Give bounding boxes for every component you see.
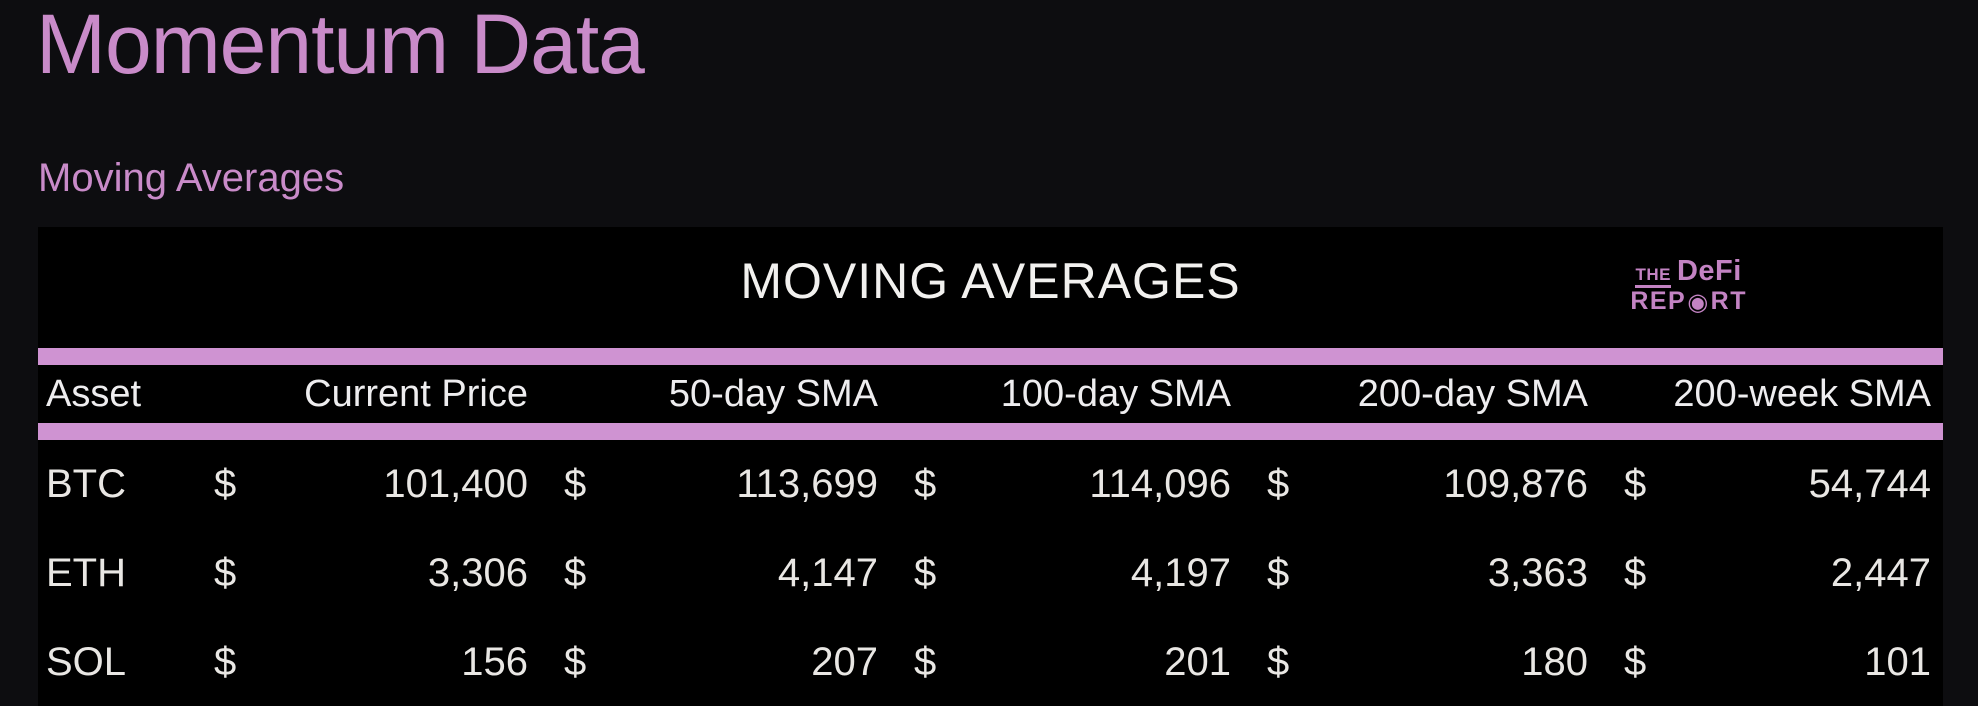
header-100day-sma: 100-day SMA [1000,372,1231,415]
divider-bar-bottom [38,423,1943,440]
logo-the-text: THE [1635,266,1671,288]
eth-50day-sma-cell: $ 4,147 [540,551,890,596]
asset-label: ETH [46,551,126,595]
table-title-band: MOVING AVERAGES THE DeFi REP ◉ RT [38,227,1943,348]
currency-symbol: $ [914,551,937,595]
logo-report-post: RT [1710,287,1747,315]
logo-report-text: REP ◉ RT [1630,289,1747,314]
currency-symbol: $ [214,640,237,684]
cell-value: 156 [461,640,528,684]
currency-symbol: $ [914,462,937,506]
eth-200week-sma-cell: $ 2,447 [1600,551,1943,596]
cell-value: 3,306 [427,551,528,595]
currency-symbol: $ [914,640,937,684]
target-icon: ◉ [1687,287,1710,316]
currency-symbol: $ [1624,462,1647,506]
divider-bar-top [38,348,1943,365]
currency-symbol: $ [1267,551,1290,595]
btc-current-price-cell: $ 101,400 [190,462,540,507]
btc-100day-sma-cell: $ 114,096 [890,462,1243,507]
btc-200week-sma-cell: $ 54,744 [1600,462,1943,507]
currency-symbol: $ [564,551,587,595]
currency-symbol: $ [214,551,237,595]
asset-label: BTC [46,462,126,506]
header-current-price: Current Price [304,372,528,415]
currency-symbol: $ [1624,551,1647,595]
cell-value: 54,744 [1808,462,1931,506]
defi-report-logo: THE DeFi REP ◉ RT [1630,257,1747,314]
sol-50day-sma-cell: $ 207 [540,640,890,685]
currency-symbol: $ [564,462,587,506]
btc-200day-sma-cell: $ 109,876 [1243,462,1600,507]
asset-label: SOL [46,640,127,684]
sol-200week-sma-cell: $ 101 [1600,640,1943,685]
section-title: Moving Averages [38,156,345,200]
currency-symbol: $ [214,462,237,506]
cell-value: 180 [1521,640,1588,684]
currency-symbol: $ [1267,640,1290,684]
cell-value: 201 [1164,640,1231,684]
cell-value: 4,197 [1130,551,1231,595]
cell-value: 3,363 [1487,551,1588,595]
eth-100day-sma-cell: $ 4,197 [890,551,1243,596]
sol-current-price-cell: $ 156 [190,640,540,685]
cell-value: 2,447 [1830,551,1931,595]
table-row-btc: BTC $ 101,400 $ 113,699 $ 114,096 $ 109,… [38,440,1943,529]
eth-current-price-cell: $ 3,306 [190,551,540,596]
cell-value: 101,400 [383,462,528,506]
logo-report-pre: REP [1630,287,1687,315]
btc-50day-sma-cell: $ 113,699 [540,462,890,507]
currency-symbol: $ [1267,462,1290,506]
sol-100day-sma-cell: $ 201 [890,640,1243,685]
table-row-eth: ETH $ 3,306 $ 4,147 $ 4,197 $ 3,363 $ 2,… [38,529,1943,618]
table-row-sol: SOL $ 156 $ 207 $ 201 $ 180 $ 101 [38,618,1943,706]
cell-value: 114,096 [1089,462,1231,506]
header-50day-sma: 50-day SMA [668,372,878,415]
header-200day-sma: 200-day SMA [1357,372,1588,415]
table-header-row: Asset Current Price 50-day SMA 100-day S… [38,365,1943,423]
eth-200day-sma-cell: $ 3,363 [1243,551,1600,596]
cell-value: 109,876 [1443,462,1588,506]
cell-value: 101 [1864,640,1931,684]
cell-value: 113,699 [736,462,878,506]
table-title: MOVING AVERAGES [740,252,1241,309]
cell-value: 4,147 [777,551,878,595]
page-title: Momentum Data [36,0,645,91]
header-asset: Asset [46,372,142,415]
moving-averages-table: MOVING AVERAGES THE DeFi REP ◉ RT Asset Cur… [38,227,1943,706]
cell-value: 207 [811,640,878,684]
header-200week-sma: 200-week SMA [1673,372,1931,415]
logo-defi-text: DeFi [1676,255,1742,287]
currency-symbol: $ [1624,640,1647,684]
sol-200day-sma-cell: $ 180 [1243,640,1600,685]
currency-symbol: $ [564,640,587,684]
